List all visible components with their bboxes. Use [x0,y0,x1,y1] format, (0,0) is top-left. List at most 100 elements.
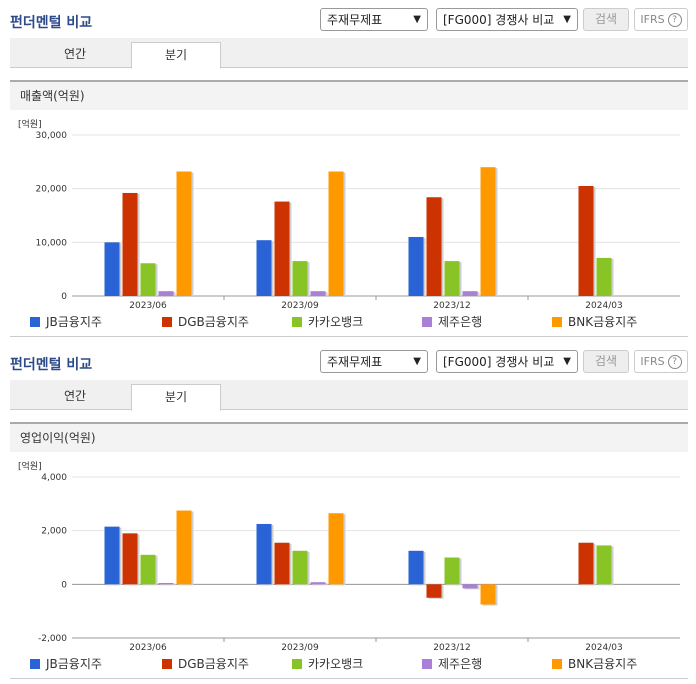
legend-item: BNK금융지주 [552,655,637,672]
legend-label: DGB금융지주 [178,315,249,329]
bar [274,201,290,296]
chevron-down-icon: ▼ [563,14,571,25]
y-tick-label: 0 [61,580,67,590]
legend-label: JB금융지주 [46,657,102,671]
legend-item: DGB금융지주 [162,655,249,672]
bar [408,236,424,296]
bar [578,185,594,296]
bar [158,291,174,296]
legend-item: 카카오뱅크 [292,655,363,672]
bar [274,542,290,585]
section-title: 펀더멘털 비교 [10,357,93,373]
ifrs-help-button[interactable]: IFRS ? [634,350,688,373]
legend-swatch [422,658,432,669]
search-button[interactable]: 검색 [583,350,629,373]
chevron-down-icon: ▼ [413,356,421,367]
unit-label: [억원] [18,120,42,130]
legend-swatch [552,658,562,669]
period-tabs: 연간 분기 [10,38,688,69]
chart-title: 영업이익(억원) [10,422,688,452]
legend-swatch [292,658,302,669]
legend-swatch [30,316,40,327]
y-tick-label: 2,000 [41,527,67,537]
legend-swatch [292,316,302,327]
bar [480,584,496,605]
legend-swatch [162,316,172,327]
divider [10,336,688,337]
bar [596,545,612,585]
bar [104,242,120,296]
bar [426,197,442,296]
help-icon: ? [667,12,682,27]
bar [104,526,120,585]
report-type-select[interactable]: 주재무제표 ▼ [320,350,428,373]
section-title: 펀더멘털 비교 [10,15,93,31]
x-tick-label: 2023/12 [433,643,470,653]
bar [480,167,496,296]
report-type-select[interactable]: 주재무제표 ▼ [320,8,428,31]
search-button[interactable]: 검색 [583,8,629,31]
compare-value: [FG000] 경쟁사 비교 [443,13,555,27]
chevron-down-icon: ▼ [563,356,571,367]
y-tick-label: -2,000 [38,634,67,644]
compare-value: [FG000] 경쟁사 비교 [443,355,555,369]
chart-legend: JB금융지주 DGB금융지주 카카오뱅크 제주은행 BNK금융지주 [30,313,670,329]
operating-profit-bar-chart: -2,000 0 2,000 4,000 2023/06 2023/09 2023/12 20… [38,473,680,653]
period-tabs: 연간 분기 [10,380,688,411]
x-tick-label: 2023/12 [433,301,470,311]
sales-bar-chart: 0 10,000 20,000 30,000 2023/06 2023/09 2023/12… [36,131,680,311]
legend-item: 카카오뱅크 [292,313,363,330]
bar [310,291,326,296]
compare-select[interactable]: [FG000] 경쟁사 비교 ▼ [436,8,578,31]
x-tick-label: 2024/03 [585,643,622,653]
x-tick-label: 2024/03 [585,301,622,311]
legend-swatch [552,316,562,327]
y-tick-label: 30,000 [36,131,68,141]
legend-label: 카카오뱅크 [308,315,364,329]
report-type-value: 주재무제표 [327,13,383,27]
tab-quarterly[interactable]: 분기 [131,42,221,69]
x-tick-label: 2023/09 [281,301,319,311]
y-tick-label: 20,000 [36,185,68,195]
fundamental-section-sales: 펀더멘털 비교 주재무제표 ▼ [FG000] 경쟁사 비교 ▼ 검색 IFRS… [10,8,688,337]
bar [256,523,272,585]
bar [462,291,478,296]
legend-swatch [422,316,432,327]
legend-label: 제주은행 [438,657,483,671]
tab-annual[interactable]: 연간 [63,389,87,403]
ifrs-label: IFRS [640,355,665,368]
bar [444,557,460,585]
ifrs-help-button[interactable]: IFRS ? [634,8,688,31]
chart-title: 매출액(억원) [10,80,688,110]
legend-label: BNK금융지주 [568,657,638,671]
x-tick-label: 2023/09 [281,643,319,653]
legend-item: DGB금융지주 [162,313,249,330]
tab-annual[interactable]: 연간 [63,47,87,61]
legend-label: 제주은행 [438,315,483,329]
bar [292,550,308,585]
legend-item: JB금융지주 [30,655,102,672]
bar [462,584,478,589]
help-icon: ? [667,354,682,369]
legend-item: 제주은행 [422,655,482,672]
legend-label: DGB금융지주 [178,657,249,671]
legend-label: JB금융지주 [46,315,102,329]
legend-label: 카카오뱅크 [308,657,364,671]
bar [328,171,344,296]
chevron-down-icon: ▼ [413,14,421,25]
legend-item: 제주은행 [422,313,482,330]
bar [122,533,138,585]
bar [426,584,442,598]
compare-select[interactable]: [FG000] 경쟁사 비교 ▼ [436,350,578,373]
y-tick-label: 10,000 [36,238,68,248]
legend-label: BNK금융지주 [568,315,638,329]
legend-item: JB금융지주 [30,313,102,330]
bar-shadow [160,583,176,586]
y-tick-label: 0 [61,292,67,302]
divider [10,678,688,679]
bar [176,171,192,296]
tab-quarterly[interactable]: 분기 [131,384,221,411]
y-tick-label: 4,000 [41,473,67,483]
x-tick-label: 2023/06 [129,301,167,311]
ifrs-label: IFRS [640,13,665,26]
